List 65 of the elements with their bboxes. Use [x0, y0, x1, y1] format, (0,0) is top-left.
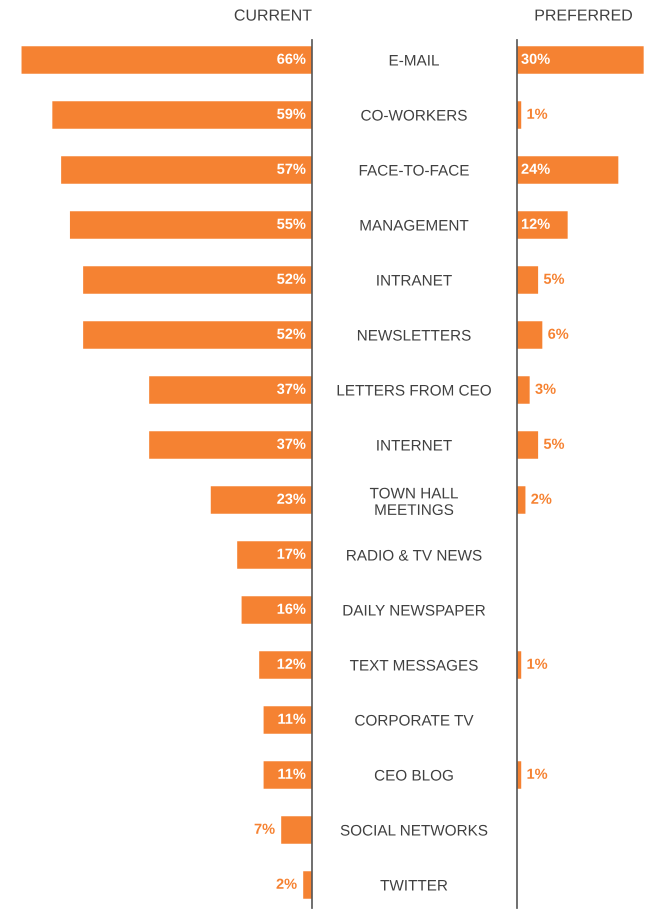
data-label: 5%: [544, 438, 564, 449]
data-label: 11%: [278, 714, 306, 724]
data-label: 52%: [277, 274, 306, 284]
data-label: 23%: [277, 494, 306, 504]
y-tick-label: CORPORATE TV: [355, 714, 474, 726]
data-label: 59%: [277, 108, 306, 119]
bar: [237, 541, 312, 569]
bar: [517, 46, 644, 74]
bar: [259, 651, 312, 679]
y-tick-label: CEO BLOG: [374, 770, 453, 781]
data-label: 1%: [527, 658, 548, 669]
data-label: 17%: [278, 548, 306, 559]
y-tick-label: MANAGEMENT: [360, 220, 468, 231]
data-label: 5%: [544, 274, 564, 284]
bar: [22, 46, 312, 74]
bar: [281, 816, 312, 844]
data-label: 57%: [277, 164, 306, 174]
y-tick-label: INTERNET: [377, 440, 452, 451]
bar: [517, 431, 538, 459]
data-label: 12%: [522, 218, 550, 229]
bar: [149, 376, 312, 404]
data-label: 6%: [548, 328, 568, 339]
data-label: 3%: [535, 384, 556, 394]
data-label: 52%: [277, 328, 306, 339]
bar: [517, 321, 542, 349]
bar: [517, 156, 618, 184]
y-tick-label: TEXT MESSAGES: [350, 660, 478, 671]
y-tick-label: CO-WORKERS: [361, 110, 467, 121]
data-label: 11%: [278, 768, 306, 779]
bar: [149, 431, 312, 459]
data-label: 1%: [527, 108, 548, 119]
y-tick-label: NEWSLETTERS: [358, 330, 471, 341]
data-label: 24%: [521, 164, 550, 174]
y-tick-label: TOWN HALL MEETINGS: [370, 488, 458, 516]
data-label: 30%: [521, 54, 550, 64]
data-label: 16%: [278, 604, 306, 614]
data-label: 2%: [276, 878, 297, 889]
data-label: 2%: [531, 494, 552, 504]
y-tick-label: E-MAIL: [390, 55, 439, 66]
data-label: 12%: [278, 658, 306, 669]
y-tick-label: TWITTER: [380, 880, 448, 891]
bar: [303, 871, 312, 899]
bar: [52, 101, 312, 129]
y-tick-label: DAILY NEWSPAPER: [344, 604, 486, 616]
data-label: 55%: [277, 218, 306, 229]
chart-title: PREFERRED: [536, 10, 632, 21]
bar: [61, 156, 312, 184]
bar: [210, 486, 312, 514]
bar: [242, 596, 312, 624]
y-tick-label: INTRANET: [377, 275, 452, 286]
bar: [70, 211, 312, 239]
bar: [517, 376, 530, 404]
data-label: 1%: [527, 768, 548, 779]
data-label: 7%: [254, 824, 275, 834]
bar: [83, 266, 312, 294]
bar: [83, 321, 312, 349]
chart-title: CURRENT: [234, 9, 312, 21]
y-tick-label: LETTERS FROM CEO: [338, 384, 491, 396]
bar: [517, 266, 538, 294]
y-tick-label: RADIO & TV NEWS: [347, 550, 482, 561]
y-tick-label: SOCIAL NETWORKS: [340, 824, 488, 836]
data-label: 37%: [277, 384, 306, 394]
data-label: 37%: [277, 438, 306, 449]
y-tick-label: FACE-TO-FACE: [360, 164, 469, 176]
data-label: 66%: [277, 54, 306, 64]
